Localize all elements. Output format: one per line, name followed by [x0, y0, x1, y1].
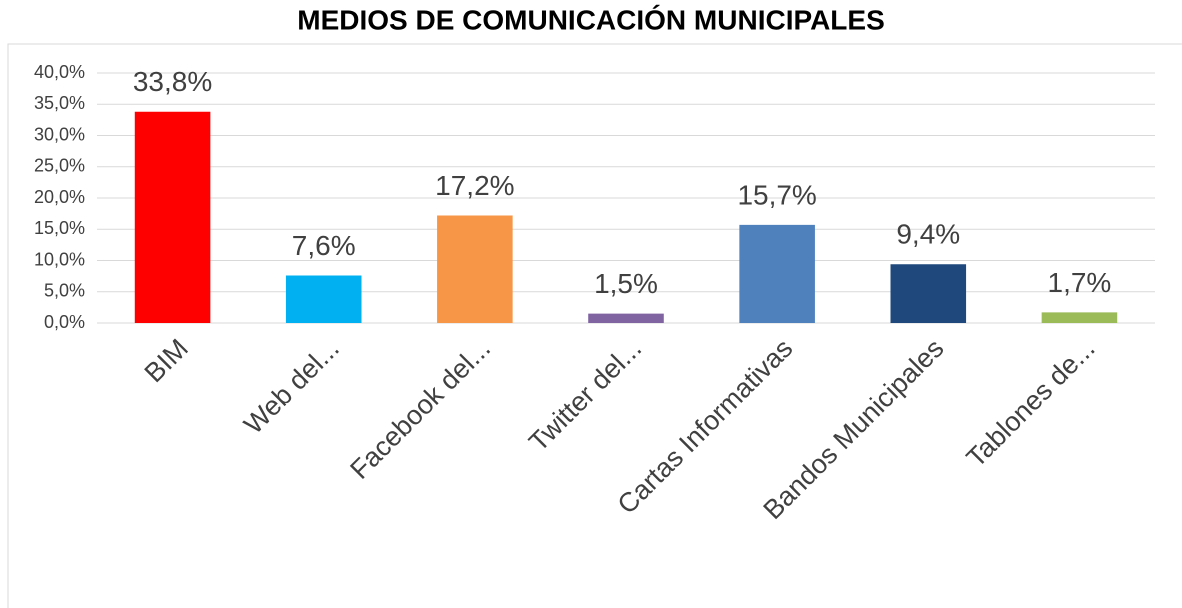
x-tick-label: Twitter del...: [523, 333, 647, 457]
bar: [134, 111, 211, 323]
y-tick-label: 40,0%: [34, 62, 85, 82]
data-label: 17,2%: [435, 170, 514, 201]
y-tick-label: 10,0%: [34, 249, 85, 269]
y-tick-label: 25,0%: [34, 156, 85, 176]
y-tick-label: 20,0%: [34, 187, 85, 207]
y-tick-label: 35,0%: [34, 93, 85, 113]
chart-title: MEDIOS DE COMUNICACIÓN MUNICIPALES: [297, 4, 885, 35]
bar: [285, 275, 362, 323]
data-label: 1,5%: [594, 268, 658, 299]
y-tick-label: 0,0%: [44, 312, 85, 332]
bar: [437, 215, 513, 323]
x-tick-label: Facebook del...: [344, 333, 496, 485]
y-tick-label: 15,0%: [34, 218, 85, 238]
x-tick-label: Web del...: [238, 333, 345, 440]
chart-border: [7, 43, 1182, 608]
data-label: 15,7%: [737, 179, 816, 210]
bar: [739, 224, 815, 323]
data-label: 9,4%: [896, 219, 960, 250]
y-tick-label: 30,0%: [34, 124, 85, 144]
bar: [1041, 312, 1118, 323]
y-tick-label: 5,0%: [44, 281, 85, 301]
bar: [890, 264, 967, 323]
data-label: 7,6%: [292, 230, 356, 261]
bar: [588, 313, 664, 323]
x-tick-label: BIM: [139, 333, 194, 388]
data-label: 33,8%: [133, 66, 212, 97]
data-label: 1,7%: [1048, 267, 1112, 298]
x-tick-label: Tablones de...: [961, 333, 1101, 473]
